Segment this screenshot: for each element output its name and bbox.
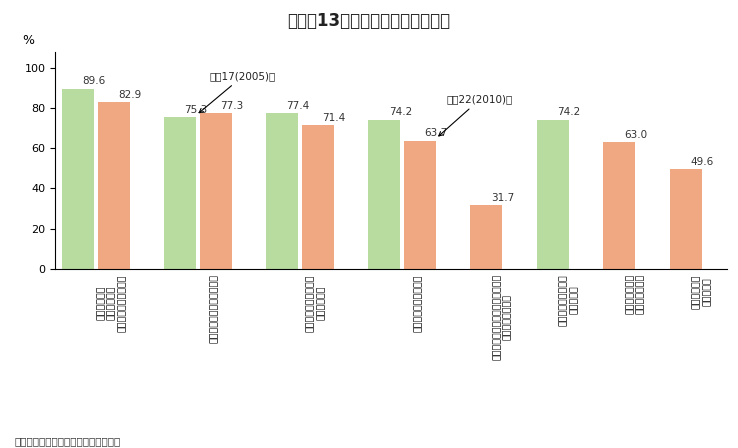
Bar xyxy=(266,113,298,269)
Text: 資料：農林水産省「農林業センサス」: 資料：農林水産省「農林業センサス」 xyxy=(15,436,121,446)
Bar xyxy=(404,141,436,269)
Text: 農業集落内の
福祉・厚生: 農業集落内の 福祉・厚生 xyxy=(692,274,711,309)
Bar xyxy=(165,117,196,269)
Text: 49.6: 49.6 xyxy=(690,157,714,167)
Y-axis label: %: % xyxy=(22,34,35,47)
Text: 63.7: 63.7 xyxy=(424,128,447,138)
Text: 82.9: 82.9 xyxy=(118,90,141,99)
Text: 平成17(2005)年: 平成17(2005)年 xyxy=(199,71,276,113)
Bar xyxy=(302,125,334,269)
Text: 農業生産のための集落共有財産・
集落共有林の管理: 農業生産のための集落共有財産・ 集落共有林の管理 xyxy=(492,274,512,361)
Text: 71.4: 71.4 xyxy=(322,113,345,123)
Bar xyxy=(537,120,569,269)
Bar xyxy=(368,120,400,269)
Text: 農業生産にかかる事項: 農業生産にかかる事項 xyxy=(413,274,423,332)
Text: 図３－13　寄り合いの議題別割合: 図３－13 寄り合いの議題別割合 xyxy=(287,12,451,30)
Bar xyxy=(200,113,232,269)
Text: 77.4: 77.4 xyxy=(286,101,310,111)
Bar xyxy=(470,205,503,269)
Text: 農道・農業用排水路・
ため池の管理: 農道・農業用排水路・ ため池の管理 xyxy=(306,274,325,332)
Text: 平成22(2010)年: 平成22(2010)年 xyxy=(439,95,513,136)
Text: 31.7: 31.7 xyxy=(491,193,514,202)
Text: 74.2: 74.2 xyxy=(557,107,581,117)
Text: 75.3: 75.3 xyxy=(184,105,208,115)
Text: 77.3: 77.3 xyxy=(220,101,244,111)
Bar xyxy=(97,102,130,269)
Text: 集落共有財産・
共用施設の管理: 集落共有財産・ 共用施設の管理 xyxy=(626,274,645,314)
Text: 環境美化・自然環境の保全: 環境美化・自然環境の保全 xyxy=(210,274,218,343)
Bar xyxy=(670,169,702,269)
Text: 63.0: 63.0 xyxy=(624,129,647,140)
Bar xyxy=(62,89,94,269)
Text: 集落共用の生活関連
施設の管理: 集落共用の生活関連 施設の管理 xyxy=(559,274,579,326)
Text: 74.2: 74.2 xyxy=(389,107,412,117)
Text: 89.6: 89.6 xyxy=(83,76,106,86)
Text: 農業集落行事
（祭り・イベ
ント等）の計画・推進: 農業集落行事 （祭り・イベ ント等）の計画・推進 xyxy=(97,274,127,332)
Bar xyxy=(604,142,635,269)
